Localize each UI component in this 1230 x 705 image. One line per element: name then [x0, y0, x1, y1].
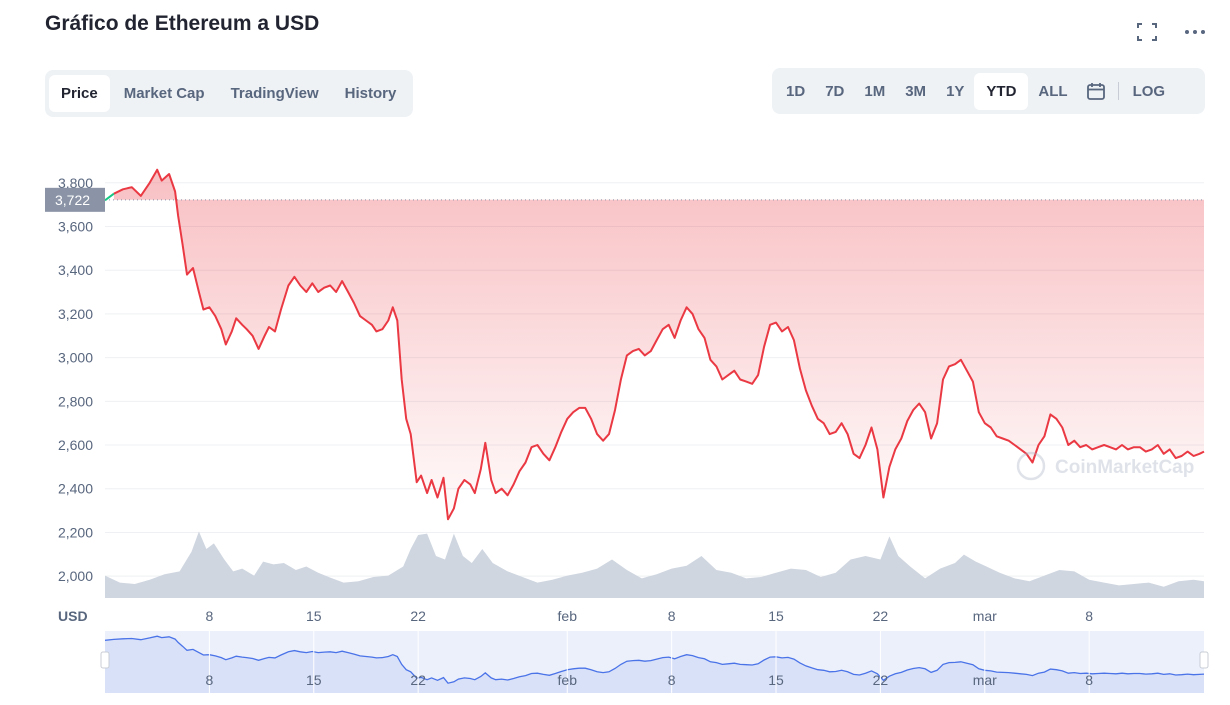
- range-1d[interactable]: 1D: [786, 82, 806, 100]
- current-price-label: 3,722: [55, 192, 90, 208]
- x-tick-label: feb: [558, 608, 578, 624]
- navigator-tick-label: feb: [558, 672, 578, 688]
- x-axis: 8 15 22 feb 8 15 22 mar 8: [205, 608, 1093, 624]
- chart-tabs: Price Market Cap TradingView History: [45, 70, 413, 117]
- price-area-fill-shape: [113, 169, 1204, 520]
- range-1m[interactable]: 1M: [864, 82, 886, 100]
- range-ytd[interactable]: YTD: [974, 72, 1029, 110]
- y-tick-label: 3,600: [58, 218, 93, 234]
- current-price-badge: 3,722: [45, 187, 105, 212]
- x-tick-label: 8: [205, 608, 213, 624]
- top-icons: [1134, 20, 1208, 44]
- x-tick-label: 22: [410, 608, 426, 624]
- log-toggle[interactable]: LOG: [1132, 82, 1166, 100]
- range-1y[interactable]: 1Y: [946, 82, 965, 100]
- y-tick-label: 2,400: [58, 481, 93, 497]
- x-tick-label: 8: [1085, 608, 1093, 624]
- x-tick-label: 15: [768, 608, 784, 624]
- navigator-line: [104, 635, 1205, 684]
- watermark-text: CoinMarketCap: [1055, 457, 1194, 478]
- range-selector: 1D 7D 1M 3M 1Y YTD ALL LOG: [772, 68, 1205, 114]
- x-tick-label: 15: [306, 608, 322, 624]
- navigator[interactable]: 8 15 22 feb 8 15 22 mar 8: [100, 631, 1209, 693]
- y-tick-label: 3,000: [58, 350, 93, 366]
- navigator-tick-label: 22: [410, 672, 426, 688]
- navigator-tick-label: mar: [973, 672, 997, 688]
- range-separator: [1117, 82, 1119, 100]
- price-area-fill: [113, 169, 1204, 520]
- watermark: CoinMarketCap: [1016, 451, 1194, 481]
- navigator-tick-label: 8: [205, 672, 213, 688]
- navigator-tick-label: 15: [306, 672, 322, 688]
- y-tick-label: 2,800: [58, 393, 93, 409]
- range-7d[interactable]: 7D: [825, 82, 845, 100]
- y-tick-label: 2,200: [58, 524, 93, 540]
- x-tick-label: 22: [873, 608, 889, 624]
- y-tick-label: 3,400: [58, 262, 93, 278]
- current-price-badge-bg: [45, 187, 105, 212]
- navigator-tick-label: 22: [873, 672, 889, 688]
- tab-tradingview[interactable]: TradingView: [230, 85, 319, 102]
- tab-market-cap[interactable]: Market Cap: [123, 85, 205, 102]
- navigator-tick-label: 8: [1085, 672, 1093, 688]
- x-tick-label: mar: [973, 608, 997, 624]
- tab-price[interactable]: Price: [49, 75, 110, 112]
- price-line-down: [113, 168, 1205, 521]
- y-tick-label: 2,600: [58, 437, 93, 453]
- y-tick-label: 3,800: [58, 175, 93, 191]
- unit-label: USD: [58, 608, 88, 624]
- more-icon[interactable]: [1182, 20, 1208, 44]
- volume-area: [105, 531, 1204, 598]
- volume-area-shape: [105, 531, 1204, 598]
- tab-history[interactable]: History: [344, 85, 397, 102]
- y-tick-label: 3,200: [58, 306, 93, 322]
- fullscreen-icon[interactable]: [1134, 20, 1160, 44]
- watermark-logo-icon: [1016, 451, 1046, 481]
- range-all[interactable]: ALL: [1038, 82, 1068, 100]
- price-line: [104, 168, 1205, 521]
- page-title: Gráfico de Ethereum a USD: [45, 12, 320, 35]
- navigator-handle-right[interactable]: [1199, 651, 1209, 669]
- range-3m[interactable]: 3M: [905, 82, 927, 100]
- price-line-up: [104, 192, 115, 202]
- navigator-area: [105, 636, 1204, 693]
- x-tick-label: 8: [668, 608, 676, 624]
- calendar-icon[interactable]: [1078, 81, 1114, 101]
- y-axis: 2,000 2,200 2,400 2,600 2,800 3,000 3,200 3,400…: [58, 175, 93, 584]
- y-tick-label: 2,000: [58, 568, 93, 584]
- navigator-handle-left[interactable]: [100, 651, 110, 669]
- navigator-tick-label: 8: [668, 672, 676, 688]
- navigator-tick-label: 15: [768, 672, 784, 688]
